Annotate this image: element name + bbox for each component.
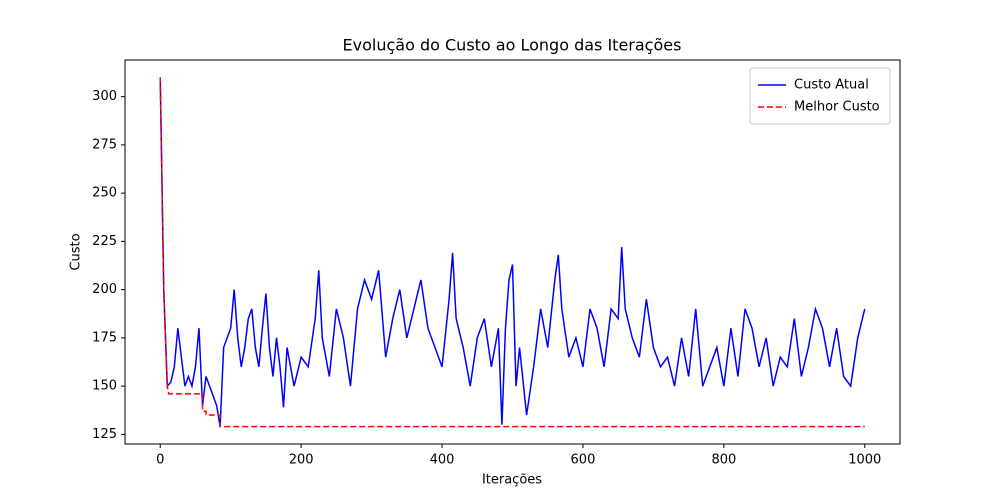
y-tick-label: 300 — [92, 89, 117, 104]
x-tick-label: 400 — [430, 453, 455, 468]
x-tick-label: 600 — [571, 453, 596, 468]
x-tick-label: 0 — [156, 453, 164, 468]
chart-title: Evolução do Custo ao Longo das Iterações — [343, 36, 682, 55]
x-tick-label: 800 — [711, 453, 736, 468]
y-tick-label: 125 — [92, 427, 117, 442]
y-tick-label: 150 — [92, 379, 117, 394]
y-tick-label: 225 — [92, 234, 117, 249]
series-line — [159, 77, 866, 427]
x-axis-label: Iterações — [482, 473, 542, 488]
legend-box — [749, 67, 891, 125]
x-tick-label: 200 — [289, 453, 314, 468]
legend-label: Custo Atual — [794, 78, 869, 93]
x-tick-label: 1000 — [848, 453, 881, 468]
y-tick-label: 200 — [92, 282, 117, 297]
plot-frame — [124, 59, 901, 445]
y-tick-label: 175 — [92, 330, 117, 345]
y-axis-label: Custo — [69, 233, 84, 270]
y-tick-label: 250 — [92, 186, 117, 201]
legend-label: Melhor Custo — [794, 100, 880, 115]
y-tick-label: 275 — [92, 137, 117, 152]
